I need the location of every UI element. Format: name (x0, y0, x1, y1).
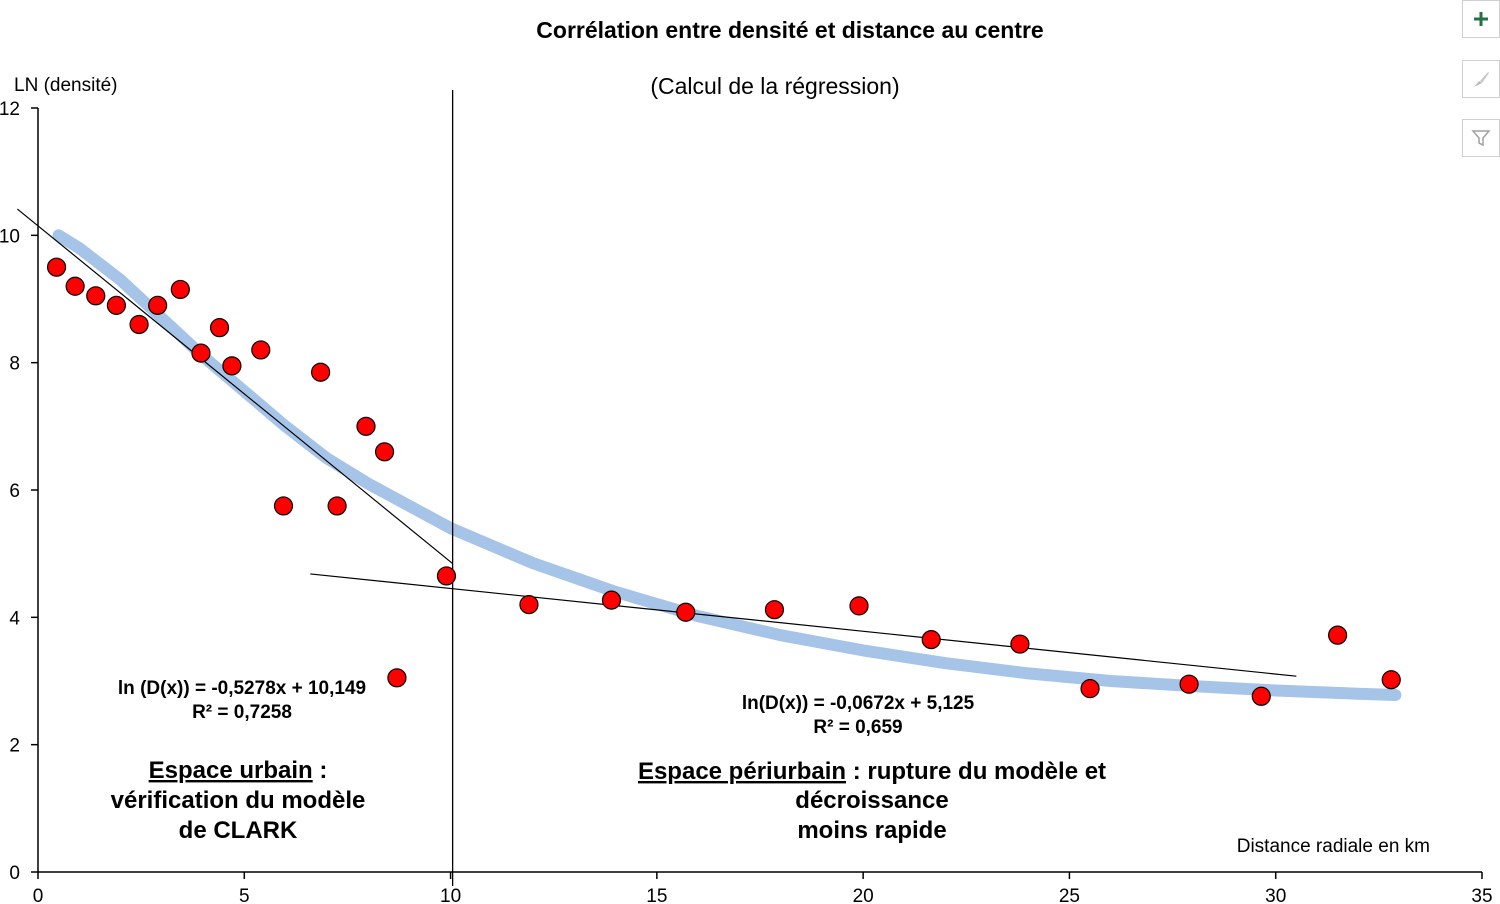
regression-line (16, 208, 454, 565)
trend-curve (52, 229, 1402, 701)
data-point (436, 566, 457, 586)
add-chart-element-button[interactable] (1462, 0, 1500, 38)
data-point (86, 286, 106, 306)
data-point (849, 596, 869, 616)
brush-icon (1474, 72, 1489, 87)
plus-icon (1474, 12, 1488, 26)
data-point (106, 295, 126, 315)
data-point (1381, 670, 1401, 690)
data-point (676, 602, 696, 622)
data-point (46, 257, 67, 277)
urban-colon: : (313, 757, 328, 784)
data-point (222, 356, 242, 376)
points-layer (46, 257, 1401, 706)
urban-title-line: Espace urbain : (149, 757, 328, 784)
data-point (764, 600, 785, 620)
data-point (148, 295, 168, 315)
left-equation: ln (D(x)) = -0,5278x + 10,149 (118, 678, 366, 699)
x-tick-label: 20 (853, 886, 874, 904)
data-point (170, 279, 190, 300)
data-point (129, 314, 149, 335)
data-point (1327, 625, 1348, 645)
data-point (273, 496, 294, 516)
data-point (1251, 686, 1271, 706)
data-point (1179, 674, 1199, 694)
periurban-line-2: décroissance (795, 787, 948, 814)
data-point (311, 362, 331, 382)
data-point (327, 496, 347, 516)
y-tick-label: 8 (9, 354, 20, 375)
filter-icon (1471, 130, 1491, 147)
x-ticks: 0 5 10 15 20 25 30 35 (33, 872, 1493, 904)
data-point (921, 630, 941, 650)
data-point (374, 442, 395, 462)
x-tick-label: 30 (1265, 886, 1286, 904)
data-point (387, 668, 407, 688)
x-tick-label: 25 (1059, 886, 1080, 904)
y-axis-label: LN (densité) (14, 75, 118, 96)
data-point (65, 276, 85, 296)
right-r-squared: R² = 0,659 (813, 717, 902, 738)
y-tick-label: 6 (9, 481, 20, 502)
x-tick-label: 15 (646, 886, 667, 904)
regression-line (310, 573, 1297, 677)
periurban-rest: : rupture du modèle et (846, 758, 1106, 785)
urban-title: Espace urbain (149, 757, 313, 784)
chart-filters-button[interactable] (1462, 119, 1500, 157)
periurban-title-line: Espace périurbain : rupture du modèle et (638, 758, 1106, 785)
data-point (601, 590, 622, 610)
y-tick-label: 10 (0, 226, 20, 247)
x-tick-label: 5 (239, 886, 250, 904)
periurban-line-3: moins rapide (797, 817, 946, 844)
y-ticks: 0 2 4 6 8 10 12 (0, 99, 38, 884)
x-axis-label: Distance radiale en km (1237, 836, 1430, 857)
left-r-squared: R² = 0,7258 (192, 702, 292, 723)
chart-title: Corrélation entre densité et distance au… (536, 17, 1043, 43)
data-point (356, 416, 376, 436)
periurban-title: Espace périurbain (638, 758, 846, 785)
right-equation: ln(D(x)) = -0,0672x + 5,125 (742, 693, 975, 714)
y-tick-label: 0 (9, 863, 20, 884)
data-point (209, 318, 230, 338)
data-point (1080, 679, 1100, 699)
data-point (1010, 634, 1030, 654)
x-tick-label: 0 (33, 886, 44, 904)
chart-subtitle: (Calcul de la régression) (650, 73, 899, 99)
trend-curve-layer (52, 229, 1402, 701)
x-tick-label: 10 (440, 886, 461, 904)
x-tick-label: 35 (1471, 886, 1492, 904)
data-point (191, 343, 211, 363)
y-tick-label: 12 (0, 99, 20, 120)
data-point (519, 594, 539, 615)
urban-line-3: de CLARK (179, 817, 298, 844)
data-point (251, 340, 271, 360)
y-tick-label: 4 (9, 608, 20, 629)
regression-layer (16, 90, 1297, 886)
chart-styles-button[interactable] (1462, 60, 1500, 98)
urban-line-2: vérification du modèle (111, 787, 366, 814)
y-tick-label: 2 (9, 736, 20, 757)
